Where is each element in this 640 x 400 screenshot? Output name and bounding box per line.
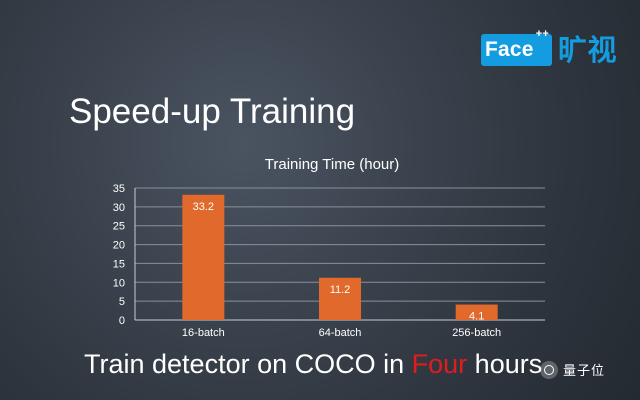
y-tick-label: 35	[113, 183, 125, 195]
watermark-text: 量子位	[563, 364, 606, 379]
watermark: 量子位	[540, 360, 605, 379]
caption-suffix: hours	[467, 349, 543, 379]
bar	[182, 194, 225, 320]
y-tick-label: 0	[119, 315, 125, 327]
logo-brand-text: Face	[485, 38, 534, 61]
x-tick-label: 256-batch	[452, 327, 501, 339]
slide-title: Speed-up Training	[69, 92, 356, 131]
y-tick-label: 15	[113, 258, 125, 270]
y-tick-label: 20	[113, 240, 125, 252]
chart-title: Training Time (hour)	[264, 156, 400, 173]
y-tick-label: 25	[113, 221, 125, 233]
y-tick-label: 5	[119, 296, 125, 308]
bar-data-label: 33.2	[193, 201, 214, 213]
caption-highlight: Four	[411, 349, 468, 379]
logo-brand-sup: ++	[535, 28, 549, 40]
company-logo: Face ++ 旷视	[481, 29, 618, 67]
bar-data-label: 11.2	[330, 284, 351, 296]
logo-badge: Face ++	[481, 29, 552, 66]
x-tick-label: 16-batch	[182, 327, 225, 339]
y-tick-label: 10	[113, 277, 125, 289]
bar	[455, 304, 498, 320]
bar	[319, 277, 361, 320]
y-tick-label: 30	[113, 202, 125, 214]
caption-prefix: Train detector on COCO in	[84, 349, 412, 379]
wechat-icon	[540, 360, 558, 379]
x-tick-label: 64-batch	[319, 327, 362, 339]
bar-data-label: 4.1	[469, 311, 484, 323]
slide-caption: Train detector on COCO in Four hours	[84, 349, 542, 380]
logo-chinese-text: 旷视	[558, 33, 618, 67]
